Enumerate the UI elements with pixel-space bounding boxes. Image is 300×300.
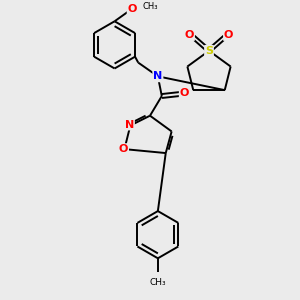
Text: CH₃: CH₃ (142, 2, 158, 11)
Text: O: O (185, 30, 194, 40)
Text: S: S (205, 46, 213, 56)
Text: O: O (180, 88, 189, 98)
Text: N: N (153, 71, 163, 81)
Text: O: O (128, 4, 137, 14)
Text: O: O (119, 144, 128, 154)
Text: CH₃: CH₃ (150, 278, 166, 287)
Text: O: O (224, 30, 233, 40)
Text: N: N (125, 119, 134, 130)
